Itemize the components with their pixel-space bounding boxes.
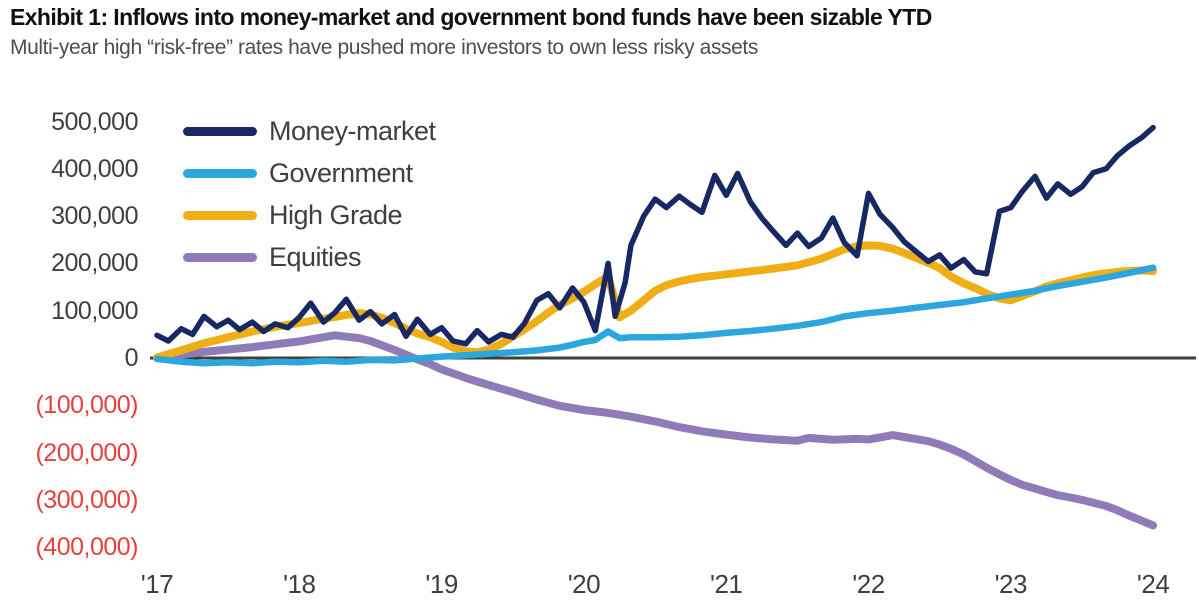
chart-subtitle: Multi-year high “risk-free” rates have p… [10,36,758,59]
x-tick-label: '19 [425,569,458,599]
y-tick-label: 100,000 [51,296,138,325]
legend-swatch-equities [183,252,257,262]
y-tick-label: (200,000) [35,438,138,467]
x-tick-label: '17 [140,569,174,599]
y-tick-label: 200,000 [51,249,138,278]
x-tick-label: '24 [1136,569,1170,599]
y-tick-label: 500,000 [51,107,138,136]
y-tick-label: 0 [124,344,139,372]
y-tick-label: 400,000 [51,154,138,183]
legend-swatch-money-market [183,126,257,136]
legend-item-equities: Equities [183,236,436,278]
legend-swatch-high-grade [183,210,257,220]
legend-item-government: Government [183,152,436,194]
chart-line-equities [153,331,1158,530]
y-tick-label: 300,000 [51,202,138,231]
x-tick-label: '20 [567,569,601,599]
chart-line-high-grade [153,241,1158,362]
x-tick-label: '21 [709,569,743,599]
chart-title: Exhibit 1: Inflows into money-market and… [10,4,932,30]
x-tick-label: '23 [994,569,1028,599]
legend-label: Money-market [269,115,436,146]
legend-label: Equities [269,241,362,272]
y-tick-label: (300,000) [35,485,138,514]
chart-line-government [153,264,1157,367]
x-tick-label: '22 [852,569,885,599]
legend-label: Government [269,157,413,188]
legend-swatch-government [183,168,257,178]
y-tick-label: (400,000) [35,533,138,562]
chart-line-money-market [154,124,1156,347]
x-tick-label: '18 [283,569,316,599]
legend-item-money-market: Money-market [183,110,436,152]
legend: Money-market Government High Grade Equities [183,110,436,278]
y-tick-label: (100,000) [35,391,138,420]
legend-item-high-grade: High Grade [183,194,436,236]
legend-label: High Grade [269,199,403,230]
